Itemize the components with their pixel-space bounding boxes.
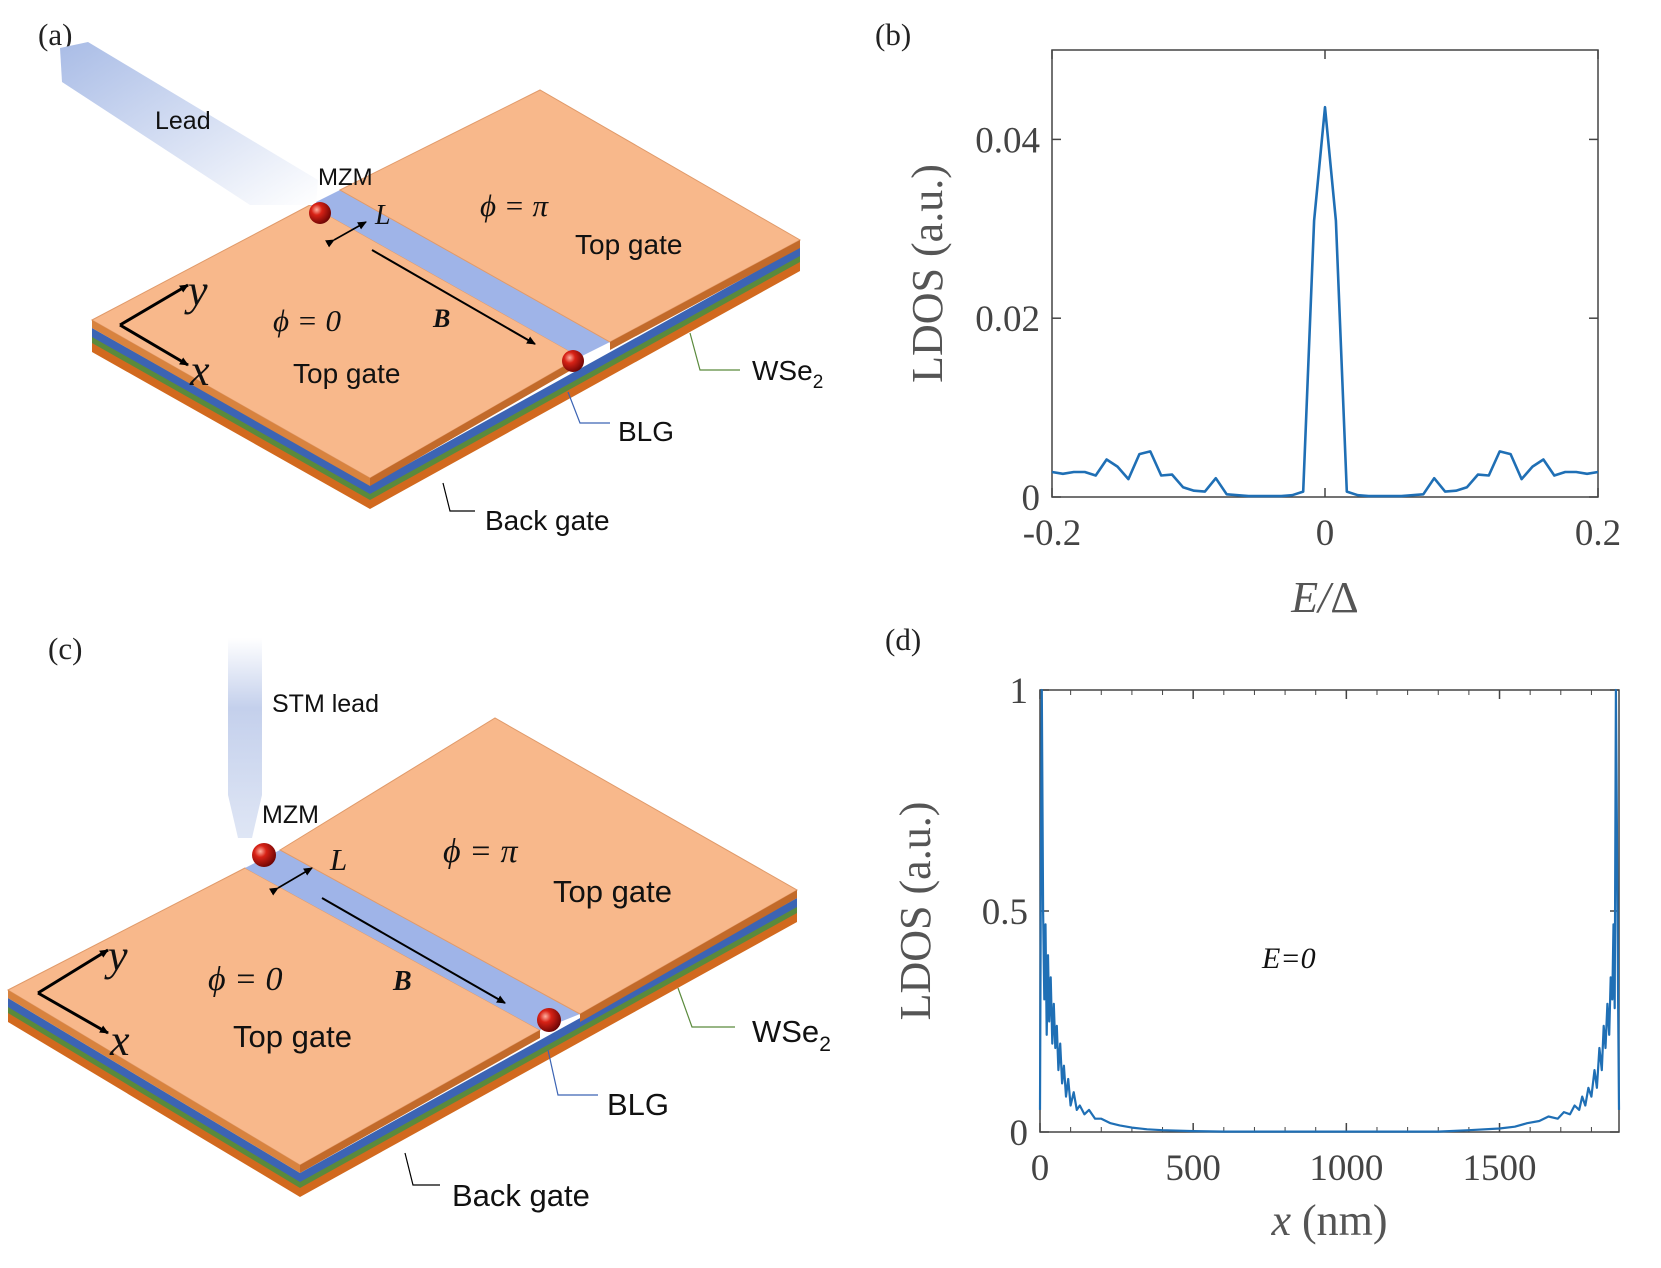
field-label: B [392,966,412,997]
mzm-bottom [537,1008,561,1032]
stm-lead-label: STM lead [272,690,379,718]
mzm-label: MZM [262,801,319,829]
panel-d: (d) 0 500 1000 1500 0 0.5 1 x (nm) LDOS (a.u.) E=… [885,622,1621,1245]
length-label: L [329,842,347,877]
blg-leader [567,391,610,424]
wse2-layer [8,904,797,1188]
x-tick-label: 0.2 [1575,513,1621,554]
blg-label: BLG [607,1087,669,1122]
mzm-label: MZM [318,164,373,191]
top-gate-left-label: Top gate [233,1019,352,1054]
field-label: B [432,304,450,333]
x-tick-label: 1500 [1463,1148,1537,1189]
phi-pi-label: ϕ = π [443,833,519,870]
annotation-e0: E=0 [1261,942,1316,975]
left-top-gate-edge [8,990,300,1173]
y-tick-label: 0 [1010,1113,1029,1154]
length-label: L [374,200,391,231]
x-axis-arrow [119,323,189,367]
x-axis-label: E/Δ [1290,573,1358,622]
lead [60,42,318,205]
back-gate-layer [8,910,797,1197]
panel-b-label: (b) [875,17,911,52]
y-axis-arrow [37,948,109,995]
x-tick-label: 0 [1031,1148,1050,1189]
field-arrow [321,897,506,1004]
field-arrow [371,249,536,345]
top-gate-left-label: Top gate [293,358,400,389]
wse2-label: WSe2 [752,1014,831,1056]
phi-zero-label: ϕ = 0 [208,961,283,998]
left-top-gate-side [300,1030,540,1173]
length-arrow [269,867,313,896]
y-axis-label: LDOS (a.u.) [891,802,940,1021]
top-gate-right-label: Top gate [553,874,672,909]
x-axis-label: x [109,1016,130,1065]
blg-channel [245,850,580,1030]
top-gate-right-label: Top gate [575,229,682,260]
y-tick-label: 0.04 [975,120,1040,161]
plot-frame [1039,689,1620,1133]
right-top-gate-side [610,240,800,350]
series-line [1051,105,1599,498]
wse2-leader [689,332,740,371]
panel-a: (a) Lead MZM L B ϕ = π Top gate ϕ = 0 To… [38,17,823,536]
chart-d: 0 500 1000 1500 0 0.5 1 x (nm) LDOS (a.u.) E=0 [891,671,1621,1245]
back-gate-label: Back gate [485,505,610,536]
y-axis-label: LDOS (a.u.) [903,164,952,383]
back-gate-label: Back gate [452,1178,590,1213]
x-tick-label: 0 [1316,513,1335,554]
panel-d-label: (d) [885,622,921,657]
blg-channel [310,190,610,357]
panel-a-label: (a) [38,17,72,52]
y-tick-label: 0 [1022,478,1041,519]
y-axis-label: y [184,266,208,315]
blg-leader [547,1049,598,1096]
back-gate-leader [404,1152,440,1186]
mzm-top [309,202,331,224]
series-line [1038,688,1621,1133]
mzm-bottom [562,350,584,372]
phi-zero-label: ϕ = 0 [273,303,341,338]
y-tick-label: 0.5 [982,892,1028,933]
panel-c-label: (c) [48,631,82,666]
wse2-leader [677,987,735,1028]
phi-pi-label: ϕ = π [480,188,549,223]
y-axis-arrow [119,283,189,327]
left-top-gate-edge [92,320,370,486]
left-top-gate-side [370,357,580,486]
x-tick-label: 500 [1165,1148,1221,1189]
back-gate-leader [442,482,475,512]
lead-label: Lead [155,107,211,135]
mzm-top [252,843,276,867]
blg-layer [92,247,800,494]
y-tick-label: 1 [1010,671,1029,712]
length-arrow [325,221,367,248]
x-tick-label: 1000 [1309,1148,1383,1189]
x-axis-label: x (nm) [1270,1196,1387,1245]
y-axis-label: y [104,931,128,980]
blg-label: BLG [618,416,674,447]
right-top-gate-side [580,890,797,1022]
x-axis-label: x [189,346,210,395]
wse2-layer [92,253,800,500]
x-axis-arrow [37,991,109,1035]
panel-c: (c) STM lead MZM L B ϕ = π Top gate ϕ = … [6,631,831,1213]
blg-layer [8,898,797,1182]
back-gate-layer [92,259,800,509]
wse2-label: WSe2 [752,355,823,393]
y-tick-label: 0.02 [975,299,1040,340]
stm-lead [228,638,262,838]
x-tick-label: -0.2 [1023,513,1082,554]
